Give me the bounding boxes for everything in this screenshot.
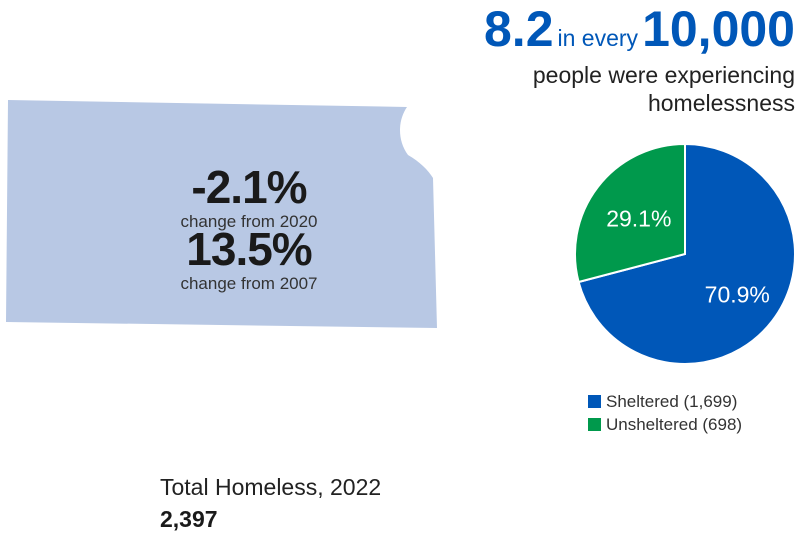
rate-caption-line2: homelessness bbox=[647, 89, 795, 116]
legend-item-unsheltered: Unsheltered (698) bbox=[588, 413, 742, 436]
pie-legend: Sheltered (1,699) Unsheltered (698) bbox=[588, 390, 742, 436]
rate-caption-line1: people were experiencing bbox=[532, 62, 795, 88]
legend-label: Sheltered (1,699) bbox=[606, 391, 738, 411]
rate-connector: in every bbox=[557, 25, 639, 51]
shelter-pie-chart: 70.9% 29.1% bbox=[574, 142, 796, 365]
change-2020-value: -2.1% bbox=[191, 161, 307, 213]
total-value: 2,397 bbox=[160, 506, 218, 532]
pie-label-sheltered: 70.9% bbox=[705, 281, 770, 307]
change-2020-block: -2.1% change from 2020 bbox=[120, 164, 378, 232]
rate-caption: people were experiencing homelessness bbox=[435, 62, 795, 117]
change-2020-label: change from 2020 bbox=[180, 212, 318, 231]
state-shape bbox=[6, 100, 437, 328]
legend-swatch bbox=[588, 395, 601, 408]
pie-slice-sheltered bbox=[577, 142, 796, 365]
rate-value: 8.2 bbox=[484, 1, 554, 57]
kansas-state-map bbox=[6, 100, 437, 328]
total-label: Total Homeless, 2022 bbox=[160, 474, 382, 500]
pie-label-unsheltered: 29.1% bbox=[606, 205, 671, 231]
rate-headline: 8.2 in every10,000 bbox=[484, 4, 795, 54]
pie-slice-unsheltered bbox=[574, 142, 686, 284]
legend-item-sheltered: Sheltered (1,699) bbox=[588, 390, 742, 413]
change-2007-block: 13.5% change from 2007 bbox=[120, 226, 378, 294]
rate-base: 10,000 bbox=[642, 1, 795, 57]
change-2007-value: 13.5% bbox=[186, 223, 312, 275]
change-2007-label: change from 2007 bbox=[180, 274, 318, 293]
legend-label: Unsheltered (698) bbox=[606, 414, 743, 434]
legend-swatch bbox=[588, 418, 601, 431]
